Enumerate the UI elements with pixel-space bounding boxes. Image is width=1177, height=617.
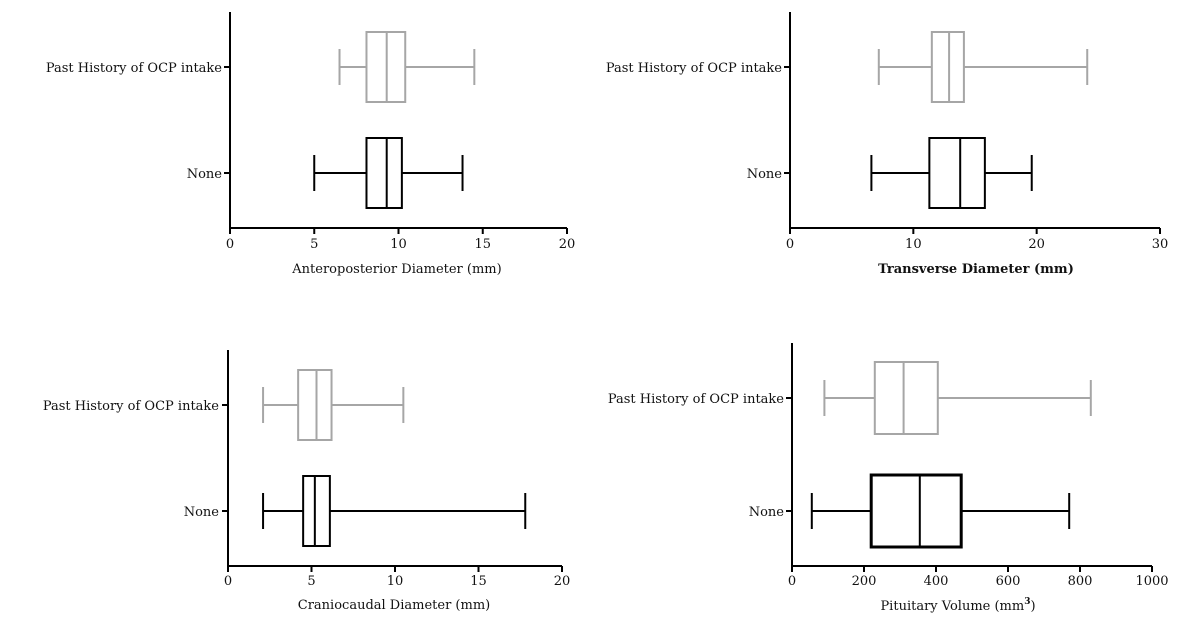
iqr-box [302, 475, 331, 547]
x-tick-label: 10 [905, 237, 922, 252]
box-none [810, 473, 1071, 549]
box-none [313, 137, 464, 209]
iqr-box [365, 137, 403, 209]
x-tick-label: 5 [307, 574, 315, 589]
x-tick-label: 15 [474, 237, 491, 252]
panel-transverse: Past History of OCP intake None Transver… [606, 12, 1168, 277]
x-tick-label: 0 [224, 574, 232, 589]
iqr-box [297, 369, 333, 441]
x-tick-label: 400 [924, 574, 949, 589]
x-tick-label: 200 [852, 574, 877, 589]
x-axis-title: Anteroposterior Diameter (mm) [291, 262, 501, 277]
category-label-past: Past History of OCP intake [43, 399, 219, 414]
category-label-none: None [184, 505, 220, 520]
x-tick-label: 20 [1028, 237, 1045, 252]
x-tick-label: 15 [470, 574, 487, 589]
category-label-past: Past History of OCP intake [608, 392, 784, 407]
x-axis-title-end: ) [1030, 599, 1035, 614]
x-tick-label: 1000 [1135, 574, 1168, 589]
x-axis-title: Transverse Diameter (mm) [878, 262, 1074, 277]
x-tick-label: 30 [1152, 237, 1169, 252]
x-tick-label: 0 [788, 574, 796, 589]
panel-anteroposterior: Past History of OCP intake None Anteropo… [46, 12, 575, 277]
x-axis-title-sup: 3 [1024, 597, 1030, 607]
category-label-none: None [187, 167, 223, 182]
category-label-past: Past History of OCP intake [606, 61, 782, 76]
iqr-box [869, 473, 963, 549]
x-tick-label: 0 [226, 237, 234, 252]
x-axis-title-main: Pituitary Volume (mm [880, 599, 1024, 614]
iqr-box [928, 137, 986, 209]
panel-pituitary-volume: Past History of OCP intake None Pituitar… [608, 343, 1169, 614]
x-tick-label: 600 [996, 574, 1021, 589]
box-none [870, 137, 1033, 209]
x-tick-label: 0 [786, 237, 794, 252]
box-past-history [823, 361, 1092, 435]
box-past-history [877, 31, 1089, 103]
x-tick-label: 20 [559, 237, 576, 252]
x-axis-title: Craniocaudal Diameter (mm) [298, 598, 490, 613]
x-tick-label: 20 [554, 574, 571, 589]
x-axis-title: Pituitary Volume (mm3) [880, 597, 1035, 614]
box-past-history [262, 369, 405, 441]
panel-craniocaudal: Past History of OCP intake None Cranioca… [43, 350, 570, 613]
x-tick-label: 800 [1068, 574, 1093, 589]
x-tick-label: 5 [310, 237, 318, 252]
box-past-history [338, 31, 476, 103]
box-none [262, 475, 527, 547]
iqr-box [930, 31, 965, 103]
category-label-none: None [747, 167, 783, 182]
x-tick-label: 10 [390, 237, 407, 252]
x-tick-label: 10 [387, 574, 404, 589]
category-label-past: Past History of OCP intake [46, 61, 222, 76]
category-label-none: None [749, 505, 785, 520]
iqr-box [873, 361, 939, 435]
